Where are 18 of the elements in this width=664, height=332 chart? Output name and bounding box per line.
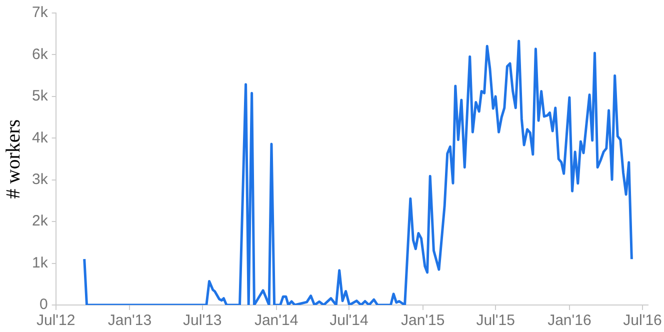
x-tick-label: Jul'13: [183, 312, 222, 330]
y-tick-label: 7k: [32, 4, 48, 22]
y-axis-title: # workers: [2, 119, 24, 199]
y-tick-label: 0: [40, 296, 48, 314]
y-tick-label: 4k: [32, 129, 48, 146]
x-tick-label: Jan'15: [401, 312, 445, 330]
x-tick-label: Jul'15: [476, 312, 515, 330]
x-tick-label: Jul'12: [36, 312, 76, 330]
y-tick-label: 2k: [32, 212, 48, 230]
x-tick-label: Jul'14: [330, 312, 368, 330]
x-tick-label: Jan'13: [108, 312, 152, 330]
y-tick-label: 3k: [32, 171, 48, 188]
y-tick-label: 1k: [32, 254, 48, 272]
x-tick-label: Jan'14: [254, 312, 298, 330]
y-tick-label: 6k: [32, 46, 48, 63]
x-tick-label: Jan'16: [548, 312, 592, 330]
y-tick-label: 5k: [32, 88, 48, 105]
x-tick-label: Jul'16: [623, 312, 662, 330]
